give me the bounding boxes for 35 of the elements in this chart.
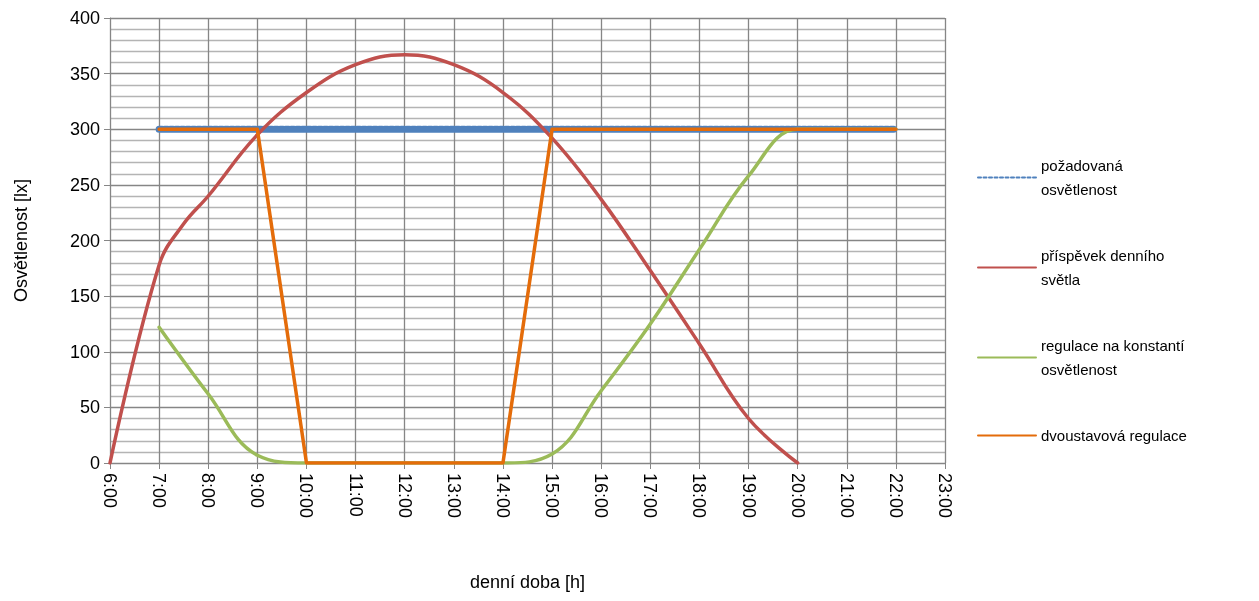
x-tick-label: 23:00 (935, 473, 955, 519)
x-tick-label: 9:00 (247, 473, 268, 509)
y-tick-label: 50 (79, 397, 100, 418)
x-tick-label: 21:00 (836, 473, 857, 519)
y-tick-label: 300 (69, 119, 100, 140)
x-tick-label: 8:00 (198, 473, 219, 509)
x-tick-label: 19:00 (738, 473, 759, 519)
legend-label: požadovaná osvětlenost (1041, 157, 1127, 198)
x-tick-label: 16:00 (591, 473, 612, 519)
y-tick-label: 100 (69, 341, 100, 362)
x-tick-label: 15:00 (542, 473, 563, 519)
y-tick-label: 200 (69, 230, 100, 251)
x-tick-label: 12:00 (394, 473, 415, 519)
x-tick-label: 20:00 (787, 473, 808, 519)
x-tick-label: 14:00 (492, 473, 513, 519)
y-tick-label: 250 (69, 174, 100, 195)
x-tick-label: 18:00 (689, 473, 710, 519)
y-tick-label: 350 (69, 63, 100, 84)
legend-label: příspěvek denního světla (1041, 247, 1169, 288)
line-series (157, 127, 898, 465)
x-tick-label: 22:00 (885, 473, 906, 519)
x-axis-title: denní doba [h] (469, 572, 586, 592)
x-tick-label: 11:00 (345, 473, 366, 517)
line-series (108, 52, 800, 465)
x-tick-label: 7:00 (149, 473, 170, 509)
y-axis-title: Osvětlenost [lx] (11, 178, 31, 303)
y-tick-label: 0 (89, 453, 100, 473)
x-tick-label: 17:00 (640, 473, 661, 519)
legend-label: dvoustavová regulace (1041, 427, 1187, 444)
x-tick-label: 6:00 (100, 473, 120, 509)
y-tick-label: 150 (69, 286, 100, 307)
x-tick-label: 10:00 (296, 473, 317, 519)
x-tick-label: 13:00 (443, 473, 464, 519)
y-tick-label: 400 (69, 8, 100, 28)
legend-label: regulace na konstantí osvětlenost (1041, 337, 1189, 378)
